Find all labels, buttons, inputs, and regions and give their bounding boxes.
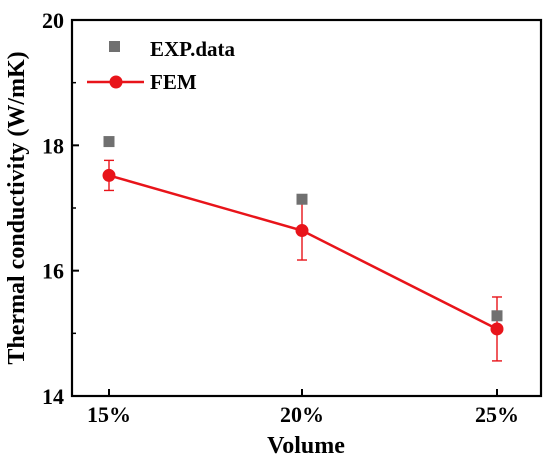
x-axis: 15% 20% 25% bbox=[87, 389, 519, 427]
y-axis-title: Thermal conductivity (W/mK) bbox=[4, 51, 30, 364]
legend-fem-marker bbox=[109, 75, 123, 89]
y-tick-label: 20 bbox=[42, 8, 64, 33]
exp-point bbox=[491, 310, 503, 322]
x-axis-title: Volume bbox=[267, 433, 345, 459]
x-tick-label: 25% bbox=[475, 402, 519, 427]
legend-exp-label: EXP.data bbox=[150, 37, 235, 61]
exp-point bbox=[103, 136, 115, 148]
plot-frame bbox=[70, 18, 543, 398]
exp-point bbox=[296, 193, 308, 205]
y-tick-label: 14 bbox=[42, 384, 64, 409]
series-fem bbox=[102, 159, 504, 362]
fem-point bbox=[295, 224, 309, 238]
y-axis: 14 16 18 20 bbox=[42, 8, 79, 409]
legend-fem-label: FEM bbox=[150, 70, 197, 94]
legend-exp-marker bbox=[109, 41, 120, 52]
series-exp bbox=[103, 136, 503, 322]
x-tick-label: 15% bbox=[87, 402, 131, 427]
y-tick-label: 16 bbox=[42, 259, 64, 284]
x-tick-label: 20% bbox=[280, 402, 324, 427]
fem-point bbox=[102, 168, 116, 182]
legend: EXP.data FEM bbox=[87, 37, 235, 94]
fem-point bbox=[490, 322, 504, 336]
y-tick-label: 18 bbox=[42, 133, 64, 158]
